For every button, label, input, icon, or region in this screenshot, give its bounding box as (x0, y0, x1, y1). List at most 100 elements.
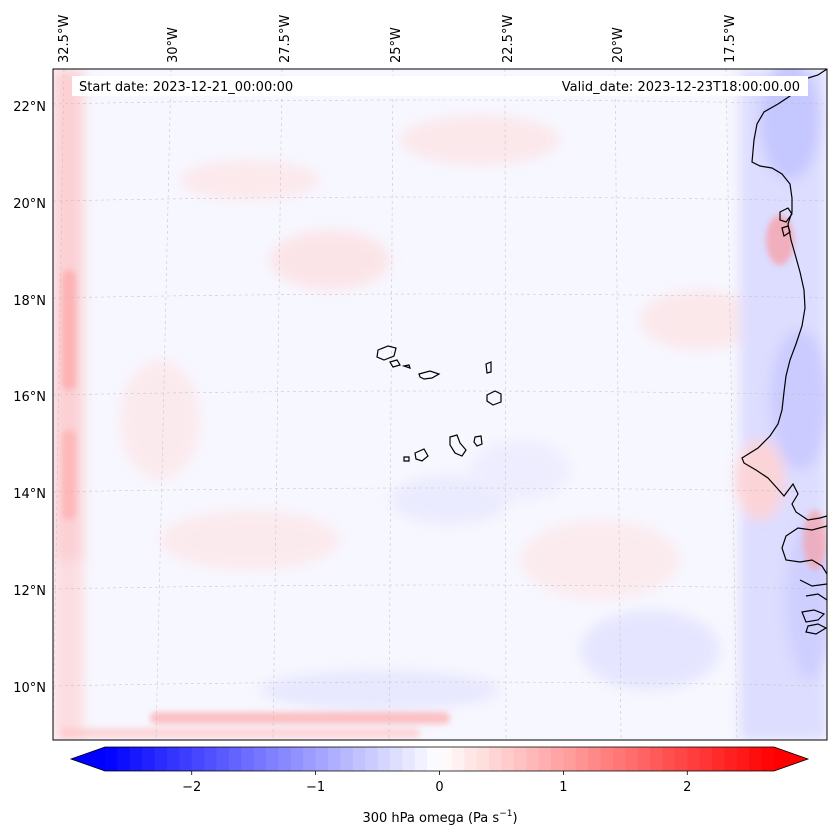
colorbar-tick-label: 1 (559, 780, 567, 795)
gridlines (53, 69, 827, 740)
colorbar-band (117, 747, 131, 771)
colorbar-band (315, 747, 329, 771)
map-frame (52, 68, 828, 741)
colorbar-band (736, 747, 750, 771)
island-brava (403, 456, 410, 462)
colorbar-band (761, 747, 775, 771)
colorbar-band (204, 747, 218, 771)
colorbar-min-extension (71, 747, 105, 771)
latitude-labels: 22°N 20°N 18°N 16°N 14°N 12°N 10°N (13, 100, 46, 696)
island-sao-nicolau (418, 370, 441, 380)
colorbar-band (674, 747, 688, 771)
lon-label: 32.5°W (57, 15, 72, 63)
island-boa-vista (486, 390, 502, 406)
colorbar-band (451, 747, 465, 771)
guinea-bissau-coastline (781, 525, 827, 575)
colorbar-band (228, 747, 242, 771)
colorbar-band (588, 747, 602, 771)
lon-label: 17.5°W (723, 15, 738, 63)
colorbar-band (402, 747, 416, 771)
colorbar-band (179, 747, 193, 771)
longitude-labels: 32.5°W 30°W 27.5°W 25°W 22.5°W 20°W 17.5… (57, 15, 738, 63)
map-panel: Start date: 2023-12-21_00:00:00 Valid_da… (52, 68, 828, 741)
colorbar-ticks: −2 −1 0 1 2 (182, 771, 691, 795)
cape-verde-islands (376, 345, 502, 462)
colorbar-band (637, 747, 651, 771)
lat-label: 16°N (13, 390, 46, 405)
colorbar-band (241, 747, 255, 771)
colorbar-band (377, 747, 391, 771)
colorbar-band (290, 747, 304, 771)
colorbar-band (427, 747, 441, 771)
lat-label: 12°N (13, 584, 46, 599)
colorbar-band (563, 747, 577, 771)
valid-date-label: Valid_date: 2023-12-23T18:00:00.00 (562, 80, 800, 95)
colorbar-label: 300 hPa omega (Pa s−1) (362, 809, 517, 826)
colorbar-band (749, 747, 763, 771)
colorbar-tick-label: 2 (683, 780, 691, 795)
colorbar-band (612, 747, 626, 771)
island-maio (473, 435, 483, 447)
colorbar-tick-label: 0 (435, 780, 443, 795)
lat-label: 20°N (13, 197, 46, 212)
colorbar-band (501, 747, 515, 771)
colorbar-band (365, 747, 379, 771)
island-santiago (449, 434, 467, 457)
colorbar-outline (69, 746, 810, 772)
lon-label: 25°W (389, 27, 404, 63)
colorbar-tick-label: −2 (182, 780, 201, 795)
africa-coastline (741, 69, 827, 521)
colorbar-band (600, 747, 614, 771)
colorbar-band (389, 747, 403, 771)
colorbar-band (464, 747, 478, 771)
colorbar-band (513, 747, 527, 771)
lat-label: 22°N (13, 100, 46, 115)
colorbar-band (253, 747, 267, 771)
colorbar-band (476, 747, 490, 771)
colorbar-band (166, 747, 180, 771)
lat-label: 14°N (13, 487, 46, 502)
colorbar-band (662, 747, 676, 771)
island-fogo (414, 448, 429, 462)
colorbar-band (105, 747, 118, 771)
island-santa-luzia (401, 364, 411, 369)
lat-label: 10°N (13, 681, 46, 696)
colorbar-band (216, 747, 230, 771)
colorbar-band (439, 747, 453, 771)
island-sal (485, 361, 492, 374)
colorbar-band (278, 747, 292, 771)
colorbar-band (687, 747, 701, 771)
island-santo-antao (376, 345, 397, 361)
omega-field (53, 69, 827, 740)
colorbar-band (303, 747, 317, 771)
colorbar-band (699, 747, 713, 771)
lon-label: 22.5°W (501, 15, 516, 63)
colorbar-band (712, 747, 726, 771)
colorbar-band (724, 747, 738, 771)
colorbar-band (489, 747, 503, 771)
colorbar-band (340, 747, 354, 771)
colorbar-band (191, 747, 205, 771)
colorbar-band (328, 747, 341, 771)
colorbar-band (625, 747, 639, 771)
colorbar: −2 −1 0 1 2 300 hPa omega (Pa s−1) (69, 746, 810, 826)
colorbar-max-extension (774, 747, 808, 771)
colorbar-tick-label: −1 (306, 780, 325, 795)
lon-label: 20°W (611, 27, 626, 63)
colorbar-band (414, 747, 428, 771)
colorbar-band (352, 747, 366, 771)
colorbar-band (154, 747, 168, 771)
colorbar-band (538, 747, 552, 771)
colorbar-bands (71, 747, 808, 771)
lat-label: 18°N (13, 294, 46, 309)
colorbar-band (142, 747, 156, 771)
colorbar-band (526, 747, 540, 771)
start-date-label: Start date: 2023-12-21_00:00:00 (79, 80, 293, 95)
colorbar-band (650, 747, 664, 771)
colorbar-band (129, 747, 143, 771)
lon-label: 30°W (166, 27, 181, 63)
colorbar-band (266, 747, 280, 771)
coastlines (741, 69, 827, 635)
header-box (72, 76, 808, 96)
